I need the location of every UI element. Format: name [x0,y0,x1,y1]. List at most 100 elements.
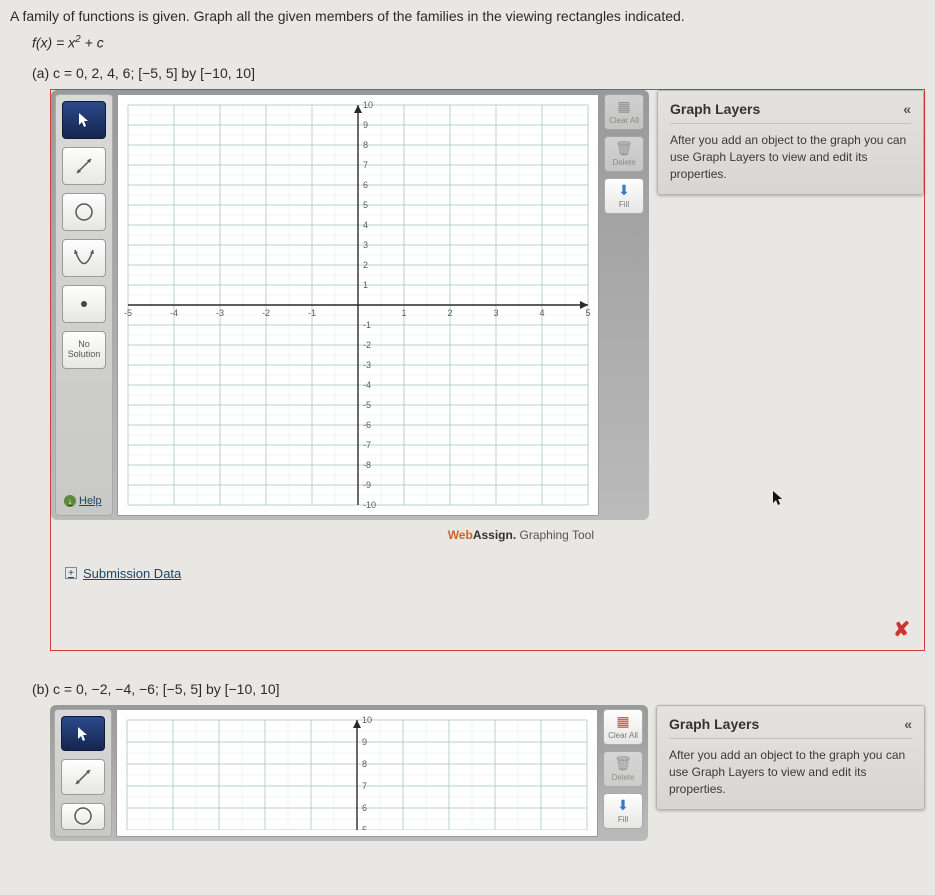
graph-layers-panel-a: Graph Layers « After you add an object t… [657,90,924,195]
svg-text:-4: -4 [363,380,371,390]
svg-text:5: 5 [362,825,367,830]
svg-text:-1: -1 [363,320,371,330]
line-tool[interactable] [62,147,106,185]
fill-button[interactable]: ⬇ Fill [604,178,644,214]
parabola-icon [72,247,96,269]
formula: f(x) = x2 + c [10,34,925,65]
clear-all-button[interactable]: ▦ Clear All [604,94,644,130]
collapse-layers-b[interactable]: « [904,716,912,732]
layers-body-b: After you add an object to the graph you… [669,747,912,799]
help-icon: ↓ [64,495,76,507]
graph-layers-panel-b: Graph Layers « After you add an object t… [656,705,925,810]
svg-text:10: 10 [362,715,372,725]
formula-rest: + c [81,35,104,51]
chart-svg-a: -5-4-3-2-112345-10-9-8-7-6-5-4-3-2-11234… [118,95,598,515]
graph-canvas-a[interactable]: -5-4-3-2-112345-10-9-8-7-6-5-4-3-2-11234… [117,94,599,516]
side-tools-a: ▦ Clear All 🗑 Delete ⬇ Fill [603,94,645,516]
svg-text:-5: -5 [363,400,371,410]
svg-text:7: 7 [363,160,368,170]
svg-text:-6: -6 [363,420,371,430]
svg-text:4: 4 [363,220,368,230]
svg-text:2: 2 [447,308,452,318]
svg-text:5: 5 [585,308,590,318]
circle-icon [73,201,95,223]
incorrect-mark: ✘ [51,617,924,650]
delete-label: Delete [612,158,635,167]
svg-text:4: 4 [539,308,544,318]
side-tools-b: ▦ Clear All 🗑 Delete ⬇ Fill [602,709,644,837]
fill-label-b: Fill [618,815,628,824]
part-b-label: (b) c = 0, −2, −4, −6; [−5, 5] by [−10, … [10,681,925,705]
help-label: Help [79,495,102,507]
fill-icon: ⬇ [617,797,629,814]
svg-text:-1: -1 [308,308,316,318]
no-solution-l2: Solution [68,350,101,360]
point-tool[interactable] [62,285,106,323]
tool-footer-a: WebAssign. Graphing Tool [51,520,924,548]
pointer-tool[interactable] [62,101,106,139]
collapse-layers-a[interactable]: « [903,101,911,117]
svg-text:-2: -2 [262,308,270,318]
svg-text:-3: -3 [216,308,224,318]
svg-text:9: 9 [362,737,367,747]
svg-text:-3: -3 [363,360,371,370]
footer-rest: Graphing Tool [516,528,594,542]
toolbar-b [54,709,112,837]
fill-label: Fill [619,200,629,209]
clearall-icon: ▦ [616,713,629,730]
svg-text:7: 7 [362,781,367,791]
submission-data-link[interactable]: + Submission Data [51,548,181,617]
circle-icon [72,805,94,827]
svg-text:-9: -9 [363,480,371,490]
part-a-frame: No Solution ↓ Help -5 -4 -3 -2 -1 1 2 3 4 5 -10 -9 -… [50,89,925,651]
svg-text:6: 6 [362,803,367,813]
pointer-tool-b[interactable] [61,716,105,752]
line-tool-b[interactable] [61,759,105,795]
submission-data-label: Submission Data [83,566,181,581]
clearall-label: Clear All [609,116,639,125]
delete-label-b: Delete [611,773,634,782]
delete-button[interactable]: 🗑 Delete [604,136,644,172]
svg-text:-5: -5 [124,308,132,318]
svg-text:5: 5 [363,200,368,210]
line-icon [74,156,94,176]
svg-text:-2: -2 [363,340,371,350]
circle-tool-b[interactable] [61,803,105,829]
fill-icon: ⬇ [618,182,630,199]
circle-tool[interactable] [62,193,106,231]
trash-icon: 🗑 [614,755,632,772]
svg-text:-8: -8 [363,460,371,470]
svg-text:8: 8 [362,759,367,769]
help-link[interactable]: ↓ Help [62,489,106,509]
layers-title-b: Graph Layers [669,716,759,732]
clearall-icon: ▦ [617,98,630,115]
fill-button-b[interactable]: ⬇ Fill [603,793,643,829]
prompt-text: A family of functions is given. Graph al… [10,0,925,34]
delete-button-b[interactable]: 🗑 Delete [603,751,643,787]
no-solution-tool[interactable]: No Solution [62,331,106,369]
part-a-label: (a) c = 0, 2, 4, 6; [−5, 5] by [−10, 10] [10,65,925,89]
clear-all-button-b[interactable]: ▦ Clear All [603,709,643,745]
clearall-label-b: Clear All [608,731,638,740]
svg-text:2: 2 [363,260,368,270]
svg-text:-10: -10 [363,500,376,510]
pointer-icon [75,726,91,742]
graphing-tool-b: 10 9 8 7 6 5 ▦ Clear All 🗑 Delete ⬇ Fill [50,705,648,841]
svg-text:1: 1 [363,280,368,290]
svg-text:-7: -7 [363,440,371,450]
svg-text:8: 8 [363,140,368,150]
plus-icon: + [65,567,77,579]
pointer-icon [76,112,92,128]
svg-text:3: 3 [493,308,498,318]
chart-svg-b: 10 9 8 7 6 5 [117,710,597,830]
toolbar-a: No Solution ↓ Help [55,94,113,516]
layers-body-a: After you add an object to the graph you… [670,132,911,184]
svg-text:3: 3 [363,240,368,250]
svg-text:6: 6 [363,180,368,190]
layers-title-a: Graph Layers [670,101,760,117]
graph-canvas-b[interactable]: 10 9 8 7 6 5 [116,709,598,837]
parabola-tool[interactable] [62,239,106,277]
svg-text:1: 1 [401,308,406,318]
point-icon [79,299,89,309]
footer-assign: Assign. [473,528,516,542]
